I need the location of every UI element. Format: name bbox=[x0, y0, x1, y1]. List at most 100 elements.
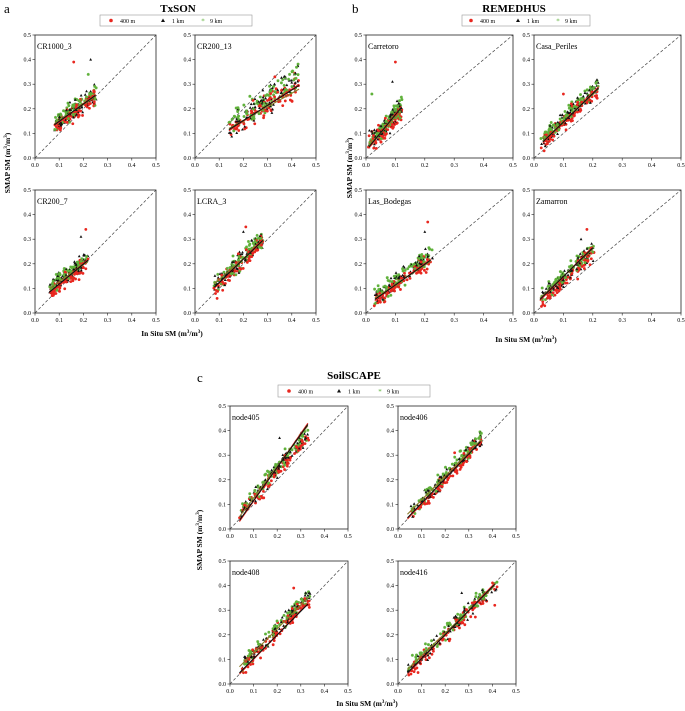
point-400m bbox=[386, 128, 390, 132]
point-400m bbox=[543, 304, 547, 308]
point-9km bbox=[375, 132, 379, 136]
axes-frame bbox=[397, 405, 517, 530]
point-9km bbox=[261, 104, 265, 108]
point-1km bbox=[460, 591, 464, 594]
point-1km bbox=[588, 101, 592, 104]
point-9km bbox=[371, 135, 375, 139]
point-9km bbox=[265, 93, 269, 97]
xlabel-txson: In Situ SM (m3/m3) bbox=[141, 329, 203, 338]
point-1km bbox=[288, 450, 292, 453]
point-400m bbox=[65, 121, 69, 124]
point-400m bbox=[371, 137, 375, 141]
axes-frame bbox=[397, 560, 517, 685]
point-1km bbox=[79, 268, 83, 272]
point-1km bbox=[297, 446, 301, 450]
point-400m bbox=[588, 263, 592, 267]
point-400m bbox=[458, 467, 462, 471]
point-1km bbox=[272, 103, 275, 106]
point-1km bbox=[292, 604, 296, 607]
point-400m bbox=[216, 289, 220, 293]
point-400m bbox=[460, 620, 464, 624]
point-1km bbox=[216, 276, 220, 279]
x-tick-label: 0.1 bbox=[55, 163, 63, 169]
point-1km bbox=[278, 627, 281, 630]
point-9km bbox=[482, 590, 486, 594]
point-9km bbox=[376, 290, 380, 294]
x-tick-label: 0.4 bbox=[288, 318, 296, 324]
point-9km bbox=[71, 103, 75, 107]
point-9km bbox=[594, 81, 598, 85]
point-1km bbox=[275, 476, 279, 479]
point-400m bbox=[445, 480, 449, 484]
point-400m bbox=[399, 288, 402, 291]
point-1km bbox=[578, 261, 582, 265]
point-9km bbox=[244, 109, 248, 113]
point-9km bbox=[585, 88, 589, 92]
x-tick-label: 0.4 bbox=[321, 689, 329, 695]
point-9km bbox=[245, 111, 249, 115]
subplot-node406: node406 0.00.0 0.1 0.1 0.2 0.2 0.3 0.3 0.4 0.4 0.… bbox=[387, 404, 520, 540]
point-400m bbox=[254, 501, 257, 505]
point-400m bbox=[415, 271, 418, 275]
point-9km bbox=[444, 470, 448, 474]
point-9km bbox=[412, 262, 416, 266]
point-400m bbox=[277, 470, 281, 474]
x-tick-label: 0.5 bbox=[677, 163, 685, 169]
site-label: Zamarron bbox=[536, 197, 568, 206]
x-tick-label: 0.4 bbox=[489, 689, 497, 695]
point-400m bbox=[367, 134, 371, 138]
point-9km bbox=[587, 100, 591, 104]
point-400m bbox=[260, 646, 263, 650]
point-9km bbox=[478, 435, 482, 439]
point-9km bbox=[419, 498, 423, 502]
point-1km bbox=[373, 142, 376, 146]
point-1km bbox=[402, 264, 405, 268]
point-1km bbox=[424, 490, 428, 494]
point-9km bbox=[264, 94, 268, 98]
point-400m bbox=[379, 140, 383, 144]
point-9km bbox=[569, 259, 573, 263]
point-400m bbox=[253, 122, 257, 126]
point-400m bbox=[77, 278, 81, 282]
y-tick-label: 0.0 bbox=[184, 311, 192, 317]
point-9km bbox=[244, 246, 248, 250]
point-400m bbox=[221, 288, 225, 292]
legend-label-9km: 9 km bbox=[387, 390, 400, 396]
point-1km bbox=[269, 104, 272, 108]
y-tick-label: 0.3 bbox=[219, 453, 227, 459]
point-1km bbox=[452, 615, 456, 619]
point-9km bbox=[297, 438, 301, 442]
legend-txson: 400 m 1 km * 9 km bbox=[99, 14, 253, 27]
point-1km bbox=[80, 105, 84, 108]
x-tick-label: 0.3 bbox=[264, 163, 272, 169]
point-1km bbox=[563, 121, 567, 125]
point-400m bbox=[272, 475, 276, 479]
point-1km bbox=[464, 448, 468, 452]
point-400m bbox=[541, 300, 545, 304]
y-tick-label: 0.1 bbox=[184, 286, 192, 292]
y-tick-label: 0.0 bbox=[523, 156, 531, 162]
point-1km bbox=[581, 94, 585, 98]
point-1km bbox=[567, 111, 571, 115]
x-tick-label: 0.1 bbox=[392, 163, 400, 169]
point-9km bbox=[418, 651, 422, 655]
x-tick-label: 0.0 bbox=[191, 163, 199, 169]
subplot-cr200-13: CR200_13 0.00.0 0.1 0.1 0.2 0.2 0.3 0.3 0.4 0.4 0… bbox=[184, 33, 320, 169]
point-9km bbox=[410, 653, 414, 657]
point-400m bbox=[564, 281, 567, 285]
point-9km bbox=[385, 288, 389, 292]
y-tick-label: 0.4 bbox=[523, 213, 531, 219]
point-9km bbox=[381, 122, 385, 126]
x-tick-label: 0.5 bbox=[677, 318, 685, 324]
x-tick-label: 0.2 bbox=[441, 534, 449, 540]
point-1km bbox=[285, 83, 289, 87]
point-9km bbox=[267, 470, 271, 474]
x-tick-label: 0.2 bbox=[273, 534, 281, 540]
point-1km bbox=[249, 655, 253, 659]
point-9km bbox=[389, 293, 393, 297]
point-1km bbox=[414, 261, 417, 264]
x-tick-label: 0.2 bbox=[273, 689, 281, 695]
point-400m bbox=[285, 462, 289, 466]
point-400m bbox=[424, 658, 428, 661]
point-9km bbox=[294, 76, 298, 80]
